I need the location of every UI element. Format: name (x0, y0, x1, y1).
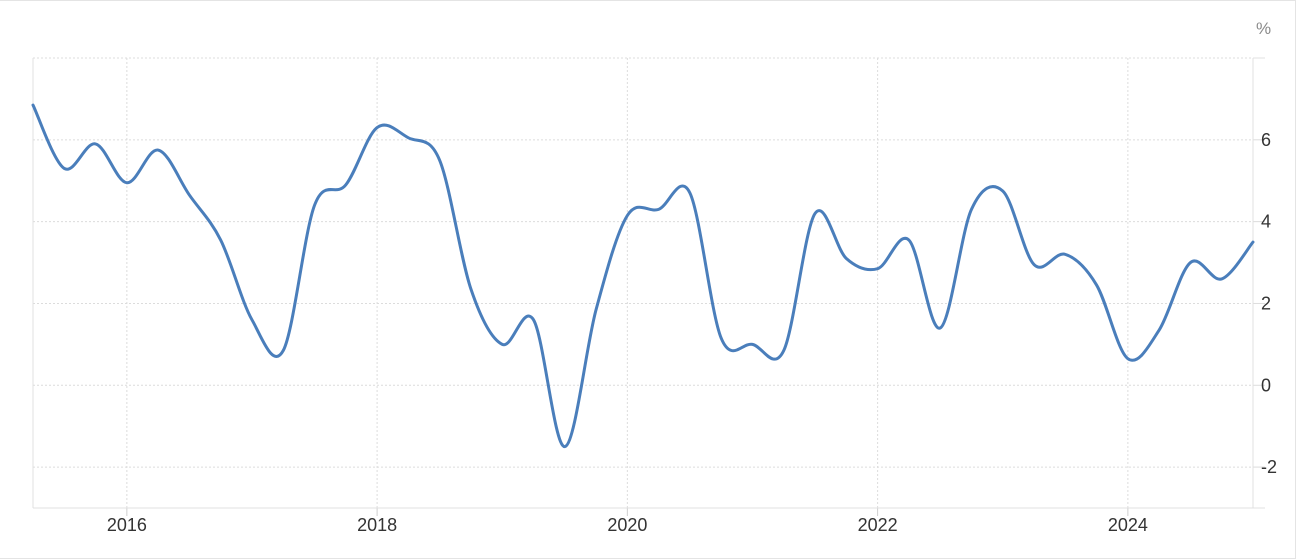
y-tick-label: 0 (1261, 375, 1271, 395)
x-tick-label: 2024 (1108, 515, 1148, 535)
axes (32, 57, 1265, 516)
unit-label: % (1256, 19, 1271, 38)
y-tick-label: 6 (1261, 130, 1271, 150)
tick-labels: -2 0 2 4 6 2016 2018 2020 2022 2024 (107, 130, 1277, 535)
x-tick-label: 2016 (107, 515, 147, 535)
x-tick-label: 2022 (858, 515, 898, 535)
y-tick-label: -2 (1261, 457, 1277, 477)
y-tick-label: 4 (1261, 212, 1271, 232)
grid (33, 57, 1253, 508)
series-line (31, 103, 1255, 449)
x-tick-label: 2018 (357, 515, 397, 535)
x-tick-label: 2020 (607, 515, 647, 535)
y-tick-label: 2 (1261, 293, 1271, 313)
